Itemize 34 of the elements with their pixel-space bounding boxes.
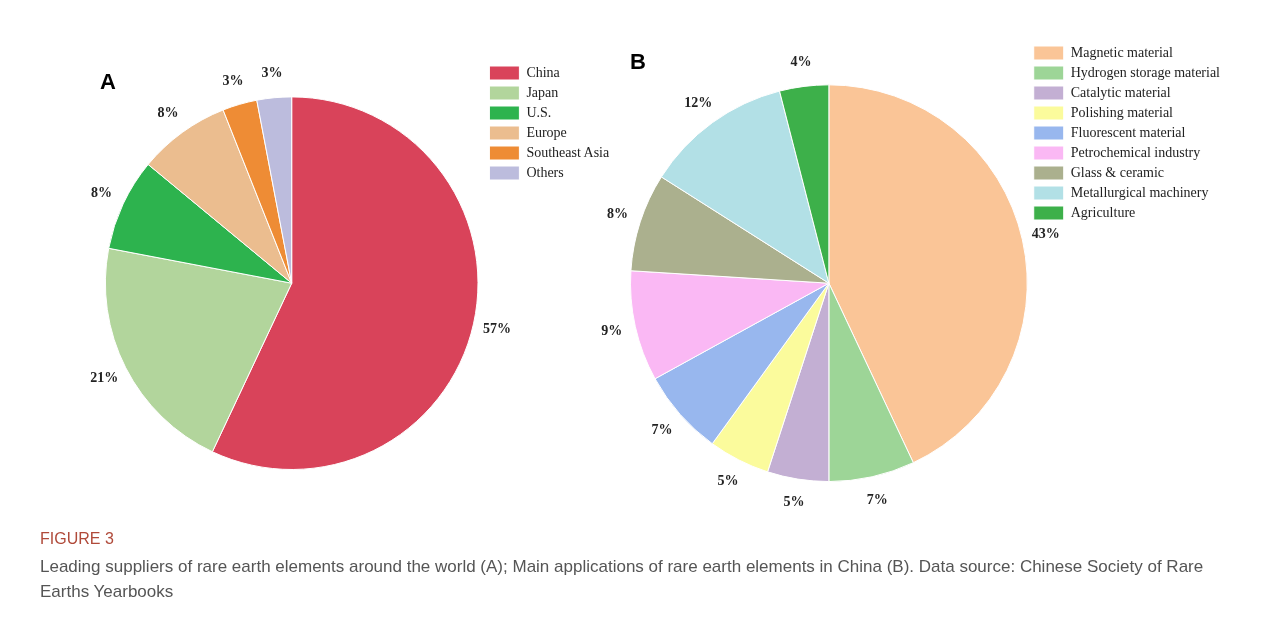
chart-title: B <box>630 49 646 75</box>
data-label: 9% <box>601 323 623 339</box>
legend-label: Others <box>526 164 564 180</box>
data-label: 12% <box>684 94 713 110</box>
data-label: 8% <box>90 185 112 201</box>
legend-label: Magnetic material <box>1070 44 1174 60</box>
legend-label: Catalytic material <box>1070 84 1171 100</box>
data-label: 7% <box>651 421 673 437</box>
chart-title: A <box>100 69 116 95</box>
legend-label: Petrochemical industry <box>1070 144 1201 160</box>
legend-label: Europe <box>526 124 567 140</box>
data-label: 7% <box>866 491 888 507</box>
caption: FIGURE 3 <box>40 530 115 548</box>
legend-label: China <box>526 64 561 80</box>
data-label: 4% <box>790 54 812 70</box>
legend-label: Glass & ceramic <box>1070 164 1165 180</box>
legend-label: Fluorescent material <box>1070 124 1186 140</box>
data-label: 57% <box>482 320 511 336</box>
legend-label: Agriculture <box>1070 204 1136 220</box>
data-label: 8% <box>157 104 179 120</box>
legend-label: Hydrogen storage material <box>1070 64 1221 80</box>
data-label: 43% <box>1031 226 1060 242</box>
data-label: 3% <box>261 65 283 81</box>
legend-label: U.S. <box>526 104 552 120</box>
legend-label: Southeast Asia <box>526 144 611 160</box>
data-label: 3% <box>222 72 244 88</box>
legend-label: Metallurgical machinery <box>1070 184 1209 200</box>
text: Leading suppliers of rare earth elements around the world (A); Main applications of rare earth elements in China (B). Data source: Chinese Society of Rare Earths Yearbooks <box>40 556 1205 603</box>
data-label: 8% <box>606 206 628 222</box>
data-label: 21% <box>90 370 119 386</box>
legend-label: Japan <box>526 84 559 100</box>
data-label: 5% <box>783 494 805 510</box>
data-label: 5% <box>717 472 739 488</box>
legend-label: Polishing material <box>1070 104 1174 120</box>
